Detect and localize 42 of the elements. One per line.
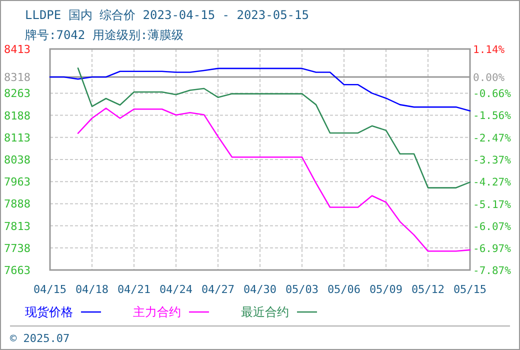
x-tick-label: 04/24 (159, 283, 193, 296)
y-tick-label: 8413 (4, 43, 30, 56)
x-tick-label: 04/27 (201, 283, 235, 296)
legend-label: 现货价格 (25, 305, 73, 319)
x-tick-label: 05/06 (327, 283, 361, 296)
y2-tick-label: -3.37% (473, 154, 512, 167)
y-tick-label: 8188 (4, 109, 30, 122)
y2-tick-label: -1.56% (473, 110, 512, 122)
x-tick-label: 04/30 (243, 283, 277, 296)
text: © 2025.07 (10, 332, 70, 345)
y2-tick-label: -6.97% (473, 242, 512, 255)
y-tick-label: 8318 (4, 70, 30, 84)
chart-title: LLDPE 国内 综合价 2023-04-15 - 2023-05-15 (25, 8, 309, 22)
x-tick-label: 05/12 (411, 283, 445, 296)
y2-tick-label: 1.14% (473, 44, 506, 56)
x-tick-label: 05/03 (285, 283, 319, 296)
y2-tick-label: -0.66% (473, 88, 512, 100)
y-tick-label: 7663 (4, 264, 30, 277)
y-tick-label: 8263 (4, 87, 30, 100)
x-tick-label: 04/21 (117, 283, 151, 296)
y-tick-label: 7963 (4, 176, 30, 189)
y2-tick-label: -4.27% (473, 176, 512, 189)
x-tick-label: 04/15 (33, 283, 67, 296)
x-tick-label: 05/15 (453, 283, 487, 296)
y-tick-label: 7738 (4, 242, 30, 255)
y-tick-label: 8038 (4, 154, 30, 166)
y2-tick-label: -6.07% (473, 220, 512, 233)
y-tick-label: 7813 (4, 220, 30, 233)
chart-subtitle: 牌号:7042 用途级别:薄膜级 (25, 28, 184, 42)
line-series (77, 68, 471, 188)
x-tick-label: 04/18 (75, 283, 109, 296)
y2-tick-label: -2.47% (473, 132, 512, 145)
line-series (49, 68, 471, 112)
legend-label: 主力合约 (133, 305, 181, 319)
legend-label: 最近合约 (241, 305, 289, 319)
x-tick-label: 05/09 (369, 283, 403, 296)
line-series (77, 108, 471, 252)
y2-tick-label: -7.87% (473, 265, 512, 277)
y2-tick-label: -5.17% (473, 198, 512, 211)
y2-tick-label: 0.00% (473, 72, 506, 84)
y-tick-label: 8113 (4, 131, 30, 144)
y-tick-label: 7888 (4, 198, 30, 211)
